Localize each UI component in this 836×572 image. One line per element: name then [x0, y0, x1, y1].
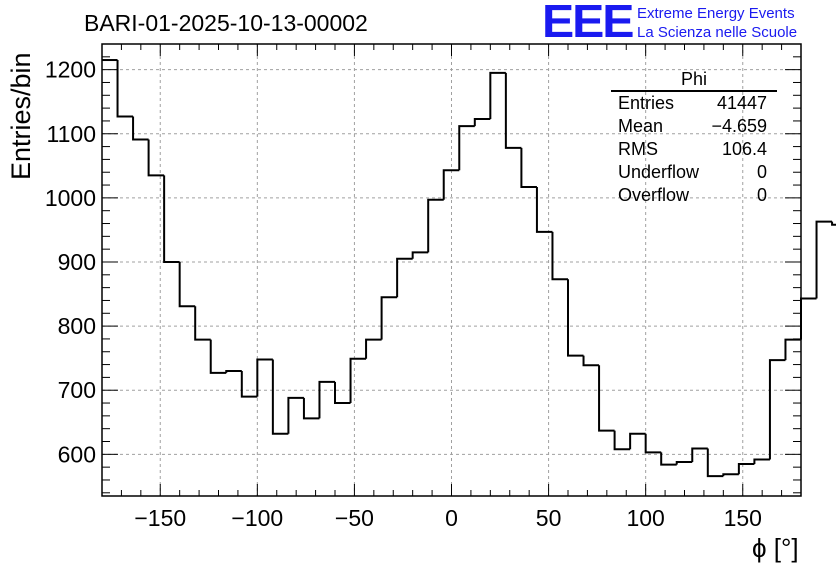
stats-label: Mean — [618, 116, 664, 136]
stats-value: 106.4 — [721, 139, 767, 159]
histogram-bin — [613, 430, 631, 451]
histogram-bin — [178, 261, 196, 308]
stats-value: −4.659 — [711, 116, 767, 136]
histogram-bin — [800, 297, 817, 340]
histogram-bin — [427, 198, 444, 253]
y-tick-label: 1100 — [47, 121, 96, 147]
y-tick-label: 1000 — [45, 185, 96, 211]
histogram-bin — [598, 365, 615, 432]
histogram-bin — [660, 452, 677, 466]
y-tick-label: 800 — [58, 313, 96, 339]
histogram-bin — [675, 461, 693, 465]
histogram-series — [102, 59, 836, 478]
histogram-bin — [582, 355, 600, 367]
x-tick-label: 150 — [724, 505, 762, 531]
chart-title: BARI-01-2025-10-13-00002 — [84, 10, 368, 36]
histogram-bin — [706, 448, 724, 478]
stats-label: Entries — [618, 93, 675, 113]
histogram-bin — [163, 175, 180, 263]
histogram-bin — [815, 220, 833, 299]
histogram-bin — [349, 357, 367, 404]
histogram-bin — [240, 370, 258, 398]
histogram-bin — [520, 147, 537, 188]
histogram-bin — [722, 473, 739, 477]
x-tick-label: −150 — [134, 505, 186, 531]
histogram-bin — [132, 116, 149, 141]
x-tick-label: −100 — [231, 505, 283, 531]
histogram-bin — [271, 359, 289, 435]
histogram-bin — [116, 60, 134, 118]
histogram-bin — [737, 462, 755, 475]
histogram-bin — [504, 72, 522, 149]
histogram-bin — [691, 447, 708, 463]
histogram-bin — [629, 432, 646, 450]
histogram-bin — [365, 338, 382, 359]
axis-ticks — [101, 43, 802, 496]
stats-row-mean: Mean −4.659 — [611, 115, 777, 138]
stats-row-rms: RMS 106.4 — [611, 138, 777, 161]
y-tick-label: 900 — [58, 249, 96, 275]
x-tick-label: 0 — [445, 505, 458, 531]
histogram-bin — [784, 338, 801, 361]
histogram-bin — [256, 358, 273, 397]
histogram-bin — [753, 458, 770, 464]
x-tick-label: −50 — [335, 505, 374, 531]
histogram-bin — [551, 231, 568, 281]
histogram-bin — [442, 169, 460, 200]
histogram-bin — [380, 296, 398, 340]
eee-logo-line1: Extreme Energy Events — [637, 5, 795, 22]
histogram-bin — [318, 380, 335, 419]
stats-value: 0 — [756, 162, 767, 182]
histogram-bin — [567, 279, 584, 357]
histogram-bin — [458, 125, 475, 171]
x-tick-label: 100 — [626, 505, 664, 531]
histogram-bin — [831, 221, 836, 226]
y-tick-label: 600 — [58, 441, 96, 467]
stats-value: 41447 — [716, 93, 767, 113]
y-tick-label: 1200 — [45, 57, 96, 83]
histogram-bin — [768, 359, 786, 460]
histogram-bin — [411, 251, 429, 259]
stats-label: Underflow — [618, 162, 700, 182]
histogram-bin — [644, 433, 662, 454]
eee-logo-text: Extreme Energy Events La Scienza nelle S… — [637, 4, 797, 42]
stats-box-title: Phi — [611, 69, 777, 92]
x-tick-label: 50 — [536, 505, 562, 531]
stats-value: 0 — [756, 185, 767, 205]
eee-logo-line2: La Scienza nelle Scuole — [637, 24, 798, 41]
histogram-bin — [225, 369, 242, 373]
histogram-bin — [396, 257, 413, 298]
stats-row-underflow: Underflow 0 — [611, 161, 777, 184]
stats-box: Phi Entries 41447 Mean −4.659 RMS 106.4 … — [611, 69, 777, 207]
histogram-bin — [209, 339, 227, 374]
histogram-bin — [334, 381, 351, 405]
histogram-bin — [302, 397, 320, 420]
stats-row-overflow: Overflow 0 — [611, 184, 777, 207]
histogram-bin — [194, 306, 211, 341]
stats-row-entries: Entries 41447 — [611, 92, 777, 115]
histogram-bin — [489, 71, 506, 120]
x-axis-label: ϕ [°] — [752, 533, 799, 563]
axis-tick-labels: −150 −100 −50 0 50 100 150 600 700 800 900 1000 1100… — [45, 57, 762, 531]
y-tick-label: 700 — [58, 377, 96, 403]
histogram-bin — [287, 396, 304, 434]
y-axis-label: Entries/bin — [6, 52, 36, 180]
grid-lines — [102, 44, 801, 496]
histogram-bin — [147, 139, 165, 177]
histogram-bin — [535, 186, 553, 233]
stats-label: Overflow — [618, 185, 690, 205]
stats-label: RMS — [618, 139, 658, 159]
eee-logo: EEE — [542, 0, 634, 47]
histogram-bin — [473, 118, 491, 127]
